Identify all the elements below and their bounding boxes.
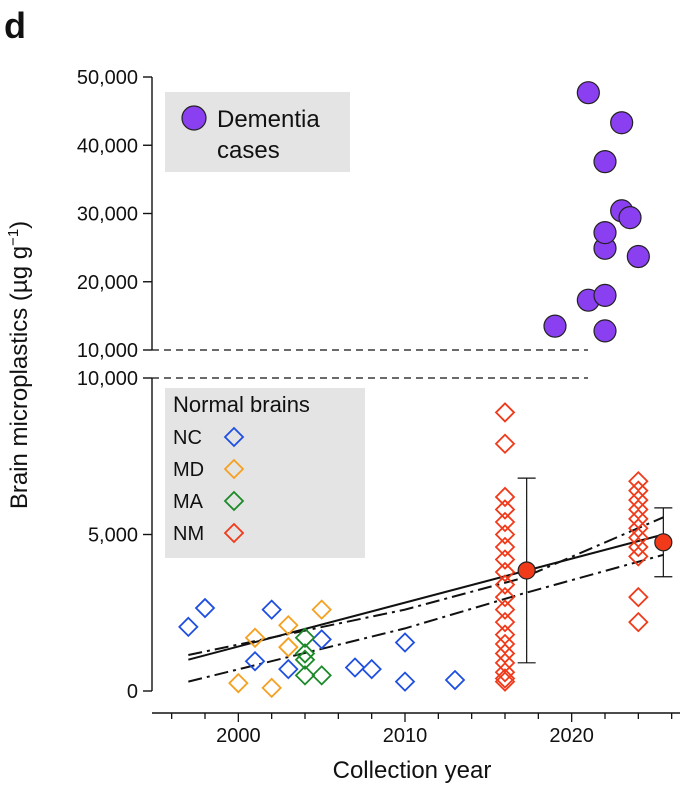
point-nm	[628, 546, 649, 567]
point-nc	[194, 597, 216, 619]
dementia-legend-marker	[181, 105, 207, 131]
legend-marker-ma	[223, 490, 245, 512]
x-tick-label: 2000	[216, 725, 261, 747]
axes: 10,000 20,000 30,000 40,000 50,000 0 5,000 10,0…	[77, 67, 680, 747]
trend-ci-lower-line	[188, 553, 664, 683]
point-md	[278, 636, 299, 658]
point-nm	[494, 586, 516, 608]
point-nm	[494, 486, 516, 508]
point-nm	[494, 402, 516, 423]
panel-label: d	[4, 5, 26, 46]
y-tick-label-lower: 0	[127, 681, 138, 703]
legend-marker-nc	[223, 426, 245, 448]
point-md	[228, 672, 249, 694]
group-mean-point	[654, 533, 673, 552]
legend-label-ma: MA	[173, 491, 204, 513]
point-ma	[294, 643, 316, 664]
x-tick-label: 2020	[549, 725, 594, 747]
y-axis-title-main: Brain microplastics (µg g	[6, 246, 33, 509]
point-md	[261, 677, 282, 699]
point-dementia	[593, 319, 617, 343]
y-tick-label-upper: 50,000	[77, 67, 138, 89]
group-mean-point	[517, 561, 536, 580]
point-nm	[494, 668, 516, 689]
x-axis-title: Collection year	[333, 757, 492, 784]
point-nm	[494, 536, 516, 558]
trend-fit-line	[188, 533, 664, 661]
point-md	[311, 599, 332, 620]
point-dementia	[593, 221, 617, 245]
point-dementia	[626, 244, 650, 269]
legend-label-md: MD	[173, 459, 204, 481]
y-axis-title: Brain microplastics (µg g−1)	[5, 221, 33, 509]
point-dementia	[593, 150, 617, 174]
point-dementia	[576, 81, 600, 105]
point-ma	[294, 665, 316, 686]
legend-marker-nm	[223, 522, 245, 544]
y-tick-label-upper: 30,000	[77, 204, 138, 226]
point-nc	[444, 669, 466, 691]
data-marks	[178, 81, 673, 699]
y-axis-title-close: )	[6, 221, 33, 229]
point-dementia	[618, 205, 642, 230]
point-dementia	[543, 314, 567, 338]
point-nm	[494, 574, 516, 595]
point-nc	[311, 629, 332, 650]
point-nm	[628, 611, 649, 633]
point-nc	[178, 616, 199, 638]
point-nm	[494, 599, 516, 620]
dementia-legend-label-1: Dementia	[217, 106, 320, 133]
y-tick-label-upper: 40,000	[77, 135, 138, 157]
y-tick-label-lower: 10,000	[77, 368, 138, 390]
point-nm	[494, 549, 516, 570]
point-nm	[494, 511, 516, 533]
trend-ci-upper-line	[188, 516, 664, 656]
dementia-legend-box	[165, 92, 350, 172]
point-nc	[394, 671, 416, 692]
point-dementia	[593, 283, 617, 307]
y-tick-label-upper: 10,000	[77, 340, 138, 362]
x-tick-label: 2010	[383, 725, 428, 747]
point-nm	[494, 671, 516, 692]
y-tick-label-lower: 5,000	[88, 525, 138, 547]
point-md	[244, 627, 266, 649]
point-nm	[494, 499, 516, 520]
legend-marker-md	[223, 458, 245, 480]
y-axis-title-superscript: −1	[5, 229, 22, 246]
point-ma	[294, 627, 316, 649]
point-md	[278, 614, 299, 636]
normal-brains-legend-box	[165, 388, 365, 558]
point-ma	[311, 665, 332, 686]
point-nc	[244, 650, 266, 672]
legend-label-nc: NC	[173, 427, 202, 449]
point-nc	[394, 632, 416, 653]
legend-label-nm: NM	[173, 523, 204, 545]
point-nc	[278, 658, 299, 680]
point-nc	[344, 657, 366, 678]
dementia-legend-label-2: cases	[217, 137, 280, 164]
normal-brains-legend-title: Normal brains	[173, 392, 310, 417]
point-dementia	[610, 111, 634, 135]
y-tick-label-upper: 20,000	[77, 272, 138, 294]
point-nc	[261, 599, 282, 620]
point-nm	[494, 561, 516, 583]
point-nc	[361, 658, 382, 680]
point-nm	[494, 433, 516, 455]
normal-brains-legend-items: NC MD MA NM	[173, 426, 245, 545]
point-nm	[628, 536, 649, 558]
point-nm	[628, 586, 649, 608]
point-nm	[494, 611, 516, 633]
point-nm	[494, 661, 516, 683]
point-nm	[494, 524, 516, 545]
